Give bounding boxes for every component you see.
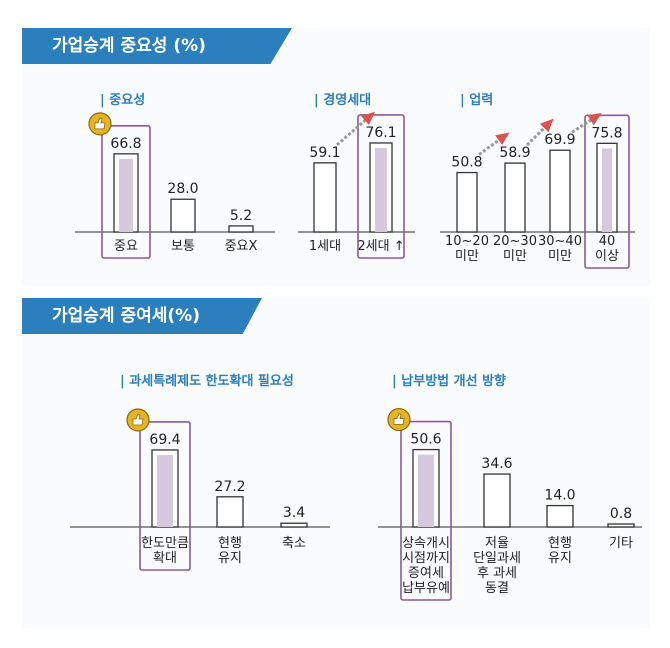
highlight-frame <box>400 420 452 601</box>
category-label: 동결 <box>485 581 509 596</box>
data-label: 50.6 <box>410 432 441 448</box>
category-label: 한도만큼 <box>141 536 189 551</box>
thumbs-up-glyph <box>393 413 405 425</box>
bar-highlight-fill <box>119 158 133 232</box>
importance-banner: 가업승계 중요성 (%) <box>22 28 292 64</box>
category-label: 중요 <box>114 239 138 254</box>
chart-title: | 납부방법 개선 방향 <box>392 373 506 389</box>
chart-title: | 중요성 <box>100 93 145 108</box>
category-label: 2세대 ↑ <box>357 239 404 254</box>
data-label: 5.2 <box>230 208 252 224</box>
category-label: 납부유예 <box>402 581 450 596</box>
bar <box>170 198 196 233</box>
data-label: 58.9 <box>499 145 530 161</box>
chart-title: | 업력 <box>460 93 493 108</box>
category-label: 30~40 <box>538 234 582 249</box>
category-label: 20~30 <box>493 234 537 249</box>
category-label: 상속개시 <box>402 536 450 551</box>
data-label: 66.8 <box>110 136 141 152</box>
bar <box>456 171 478 233</box>
data-label: 69.4 <box>149 432 180 448</box>
growth-arrow-shaft <box>336 115 370 146</box>
category-label: 40 <box>599 234 616 249</box>
category-label: 미만 <box>548 249 572 264</box>
highlight-frame <box>139 421 191 571</box>
category-label: 보통 <box>171 239 195 254</box>
gift-tax-panel: 가업승계 증여세(%) <box>22 298 650 628</box>
data-label: 50.8 <box>451 155 482 171</box>
gift-tax-banner: 가업승계 증여세(%) <box>22 298 262 334</box>
category-label: 시점까지 <box>402 551 450 566</box>
category-label: 저율 <box>485 536 509 551</box>
category-label: 증여세 <box>408 566 444 581</box>
thumbs-up-glyph <box>132 413 144 426</box>
data-label: 34.6 <box>481 456 512 472</box>
growth-arrow-head <box>540 118 554 133</box>
bar <box>546 504 574 528</box>
data-label: 75.8 <box>591 125 622 141</box>
category-label: 확대 <box>153 551 177 566</box>
category-label: 현행 <box>548 535 572 551</box>
category-label: 기타 <box>609 536 633 551</box>
category-label: 유지 <box>218 551 242 566</box>
bar <box>216 496 244 528</box>
category-label: 미만 <box>455 249 479 264</box>
category-label: 현행 <box>218 535 242 551</box>
growth-arrow-head <box>495 132 510 146</box>
bar <box>313 162 337 233</box>
bar-highlight-fill <box>157 454 173 527</box>
chart-title: | 과세특례제도 한도확대 필요성 <box>120 373 294 389</box>
data-label: 28.0 <box>167 181 198 197</box>
category-label: 1세대 <box>309 239 341 254</box>
bar <box>504 162 526 233</box>
bar <box>280 522 308 528</box>
bar-highlight-fill <box>602 148 612 232</box>
highlight-frame <box>101 125 151 259</box>
highlight-frame <box>357 114 405 259</box>
data-label: 69.9 <box>544 132 575 148</box>
category-label: 이상 <box>595 249 619 264</box>
data-label: 27.2 <box>214 479 245 495</box>
bar-highlight-fill <box>418 454 434 527</box>
category-label: 단일과세 <box>473 551 521 566</box>
category-label: 축소 <box>282 536 306 551</box>
bar <box>607 523 635 528</box>
bar <box>228 225 254 233</box>
data-label: 59.1 <box>309 145 340 161</box>
category-label: 10~20 <box>445 234 489 249</box>
chart-title: | 경영세대 <box>314 92 371 108</box>
category-label: 중요X <box>225 239 258 254</box>
highlight-frame <box>584 114 630 269</box>
data-label: 14.0 <box>544 488 575 504</box>
bar-highlight-fill <box>375 147 387 232</box>
data-label: 3.4 <box>283 505 305 521</box>
data-label: 0.8 <box>610 506 632 522</box>
thumbs-up-glyph <box>94 117 106 130</box>
bar <box>549 149 571 233</box>
category-label: 미만 <box>503 249 527 264</box>
bar <box>483 473 511 528</box>
data-label: 76.1 <box>365 125 396 141</box>
growth-arrow-head <box>361 111 376 125</box>
category-label: 유지 <box>548 551 572 566</box>
category-label: 후 과세 <box>477 566 517 581</box>
growth-arrow-head <box>587 112 602 126</box>
